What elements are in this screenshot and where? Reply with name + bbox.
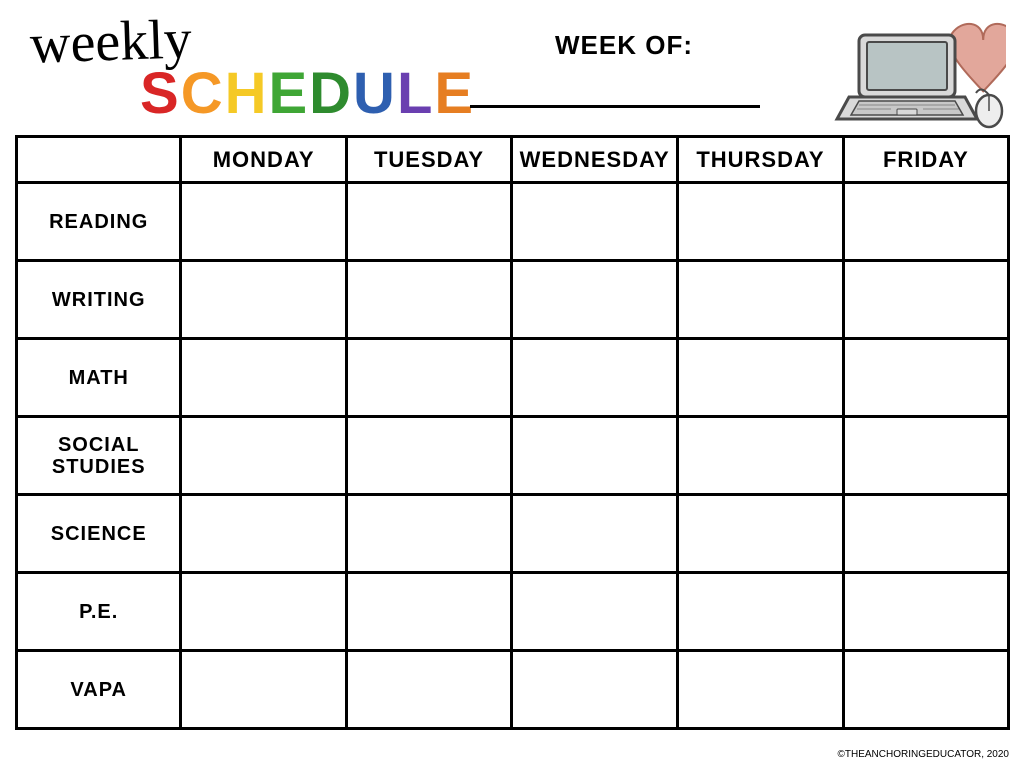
table-header-tuesday: TUESDAY <box>346 137 511 183</box>
schedule-cell[interactable] <box>843 651 1008 729</box>
schedule-cell[interactable] <box>512 183 678 261</box>
schedule-cell[interactable] <box>512 651 678 729</box>
schedule-cell[interactable] <box>512 417 678 495</box>
title-schedule-letter: H <box>225 60 269 127</box>
schedule-cell[interactable] <box>843 417 1008 495</box>
schedule-cell[interactable] <box>181 573 346 651</box>
schedule-cell[interactable] <box>843 339 1008 417</box>
schedule-cell[interactable] <box>678 417 844 495</box>
schedule-cell[interactable] <box>181 339 346 417</box>
table-header-row: MONDAY TUESDAY WEDNESDAY THURSDAY FRIDAY <box>17 137 1009 183</box>
table-row: MATH <box>17 339 1009 417</box>
schedule-cell[interactable] <box>346 183 511 261</box>
schedule-cell[interactable] <box>181 183 346 261</box>
schedule-table: MONDAY TUESDAY WEDNESDAY THURSDAY FRIDAY… <box>15 135 1010 730</box>
table-row: SOCIALSTUDIES <box>17 417 1009 495</box>
header-area: weekly SCHEDULE WEEK OF: <box>0 0 1024 130</box>
title-schedule-letter: E <box>268 60 309 127</box>
title-schedule: SCHEDULE <box>140 60 475 127</box>
schedule-cell[interactable] <box>678 651 844 729</box>
subject-header: WRITING <box>17 261 181 339</box>
schedule-cell[interactable] <box>843 183 1008 261</box>
footer-credit: ©THEANCHORINGEDUCATOR, 2020 <box>838 749 1009 760</box>
schedule-cell[interactable] <box>678 495 844 573</box>
schedule-cell[interactable] <box>181 651 346 729</box>
subject-header: P.E. <box>17 573 181 651</box>
title-schedule-letter: U <box>353 60 397 127</box>
schedule-cell[interactable] <box>843 573 1008 651</box>
schedule-cell[interactable] <box>346 573 511 651</box>
table-body: READINGWRITINGMATHSOCIALSTUDIESSCIENCEP.… <box>17 183 1009 729</box>
table-row: WRITING <box>17 261 1009 339</box>
week-of-label: WEEK OF: <box>555 30 693 61</box>
schedule-cell[interactable] <box>843 261 1008 339</box>
title-schedule-letter: S <box>140 60 181 127</box>
table-row: VAPA <box>17 651 1009 729</box>
laptop-heart-graphic <box>831 15 1006 130</box>
title-schedule-letter: E <box>434 60 475 127</box>
table-header-blank <box>17 137 181 183</box>
title-schedule-letter: D <box>309 60 353 127</box>
table-row: SCIENCE <box>17 495 1009 573</box>
subject-header: SOCIALSTUDIES <box>17 417 181 495</box>
table-header-friday: FRIDAY <box>843 137 1008 183</box>
subject-header: SCIENCE <box>17 495 181 573</box>
schedule-cell[interactable] <box>678 261 844 339</box>
week-of-input-line[interactable] <box>470 105 760 108</box>
schedule-cell[interactable] <box>512 339 678 417</box>
subject-header: VAPA <box>17 651 181 729</box>
table-row: P.E. <box>17 573 1009 651</box>
schedule-cell[interactable] <box>346 495 511 573</box>
table-header-monday: MONDAY <box>181 137 346 183</box>
schedule-cell[interactable] <box>346 261 511 339</box>
subject-header: MATH <box>17 339 181 417</box>
schedule-cell[interactable] <box>512 261 678 339</box>
schedule-cell[interactable] <box>512 495 678 573</box>
schedule-cell[interactable] <box>181 417 346 495</box>
table-header-wednesday: WEDNESDAY <box>512 137 678 183</box>
table-header-thursday: THURSDAY <box>678 137 844 183</box>
subject-header: READING <box>17 183 181 261</box>
schedule-cell[interactable] <box>678 573 844 651</box>
schedule-cell[interactable] <box>678 339 844 417</box>
schedule-cell[interactable] <box>678 183 844 261</box>
schedule-cell[interactable] <box>346 417 511 495</box>
schedule-cell[interactable] <box>346 651 511 729</box>
table-row: READING <box>17 183 1009 261</box>
schedule-cell[interactable] <box>181 261 346 339</box>
title-schedule-letter: C <box>181 60 225 127</box>
schedule-cell[interactable] <box>843 495 1008 573</box>
title-schedule-letter: L <box>397 60 434 127</box>
schedule-cell[interactable] <box>181 495 346 573</box>
schedule-cell[interactable] <box>346 339 511 417</box>
schedule-cell[interactable] <box>512 573 678 651</box>
